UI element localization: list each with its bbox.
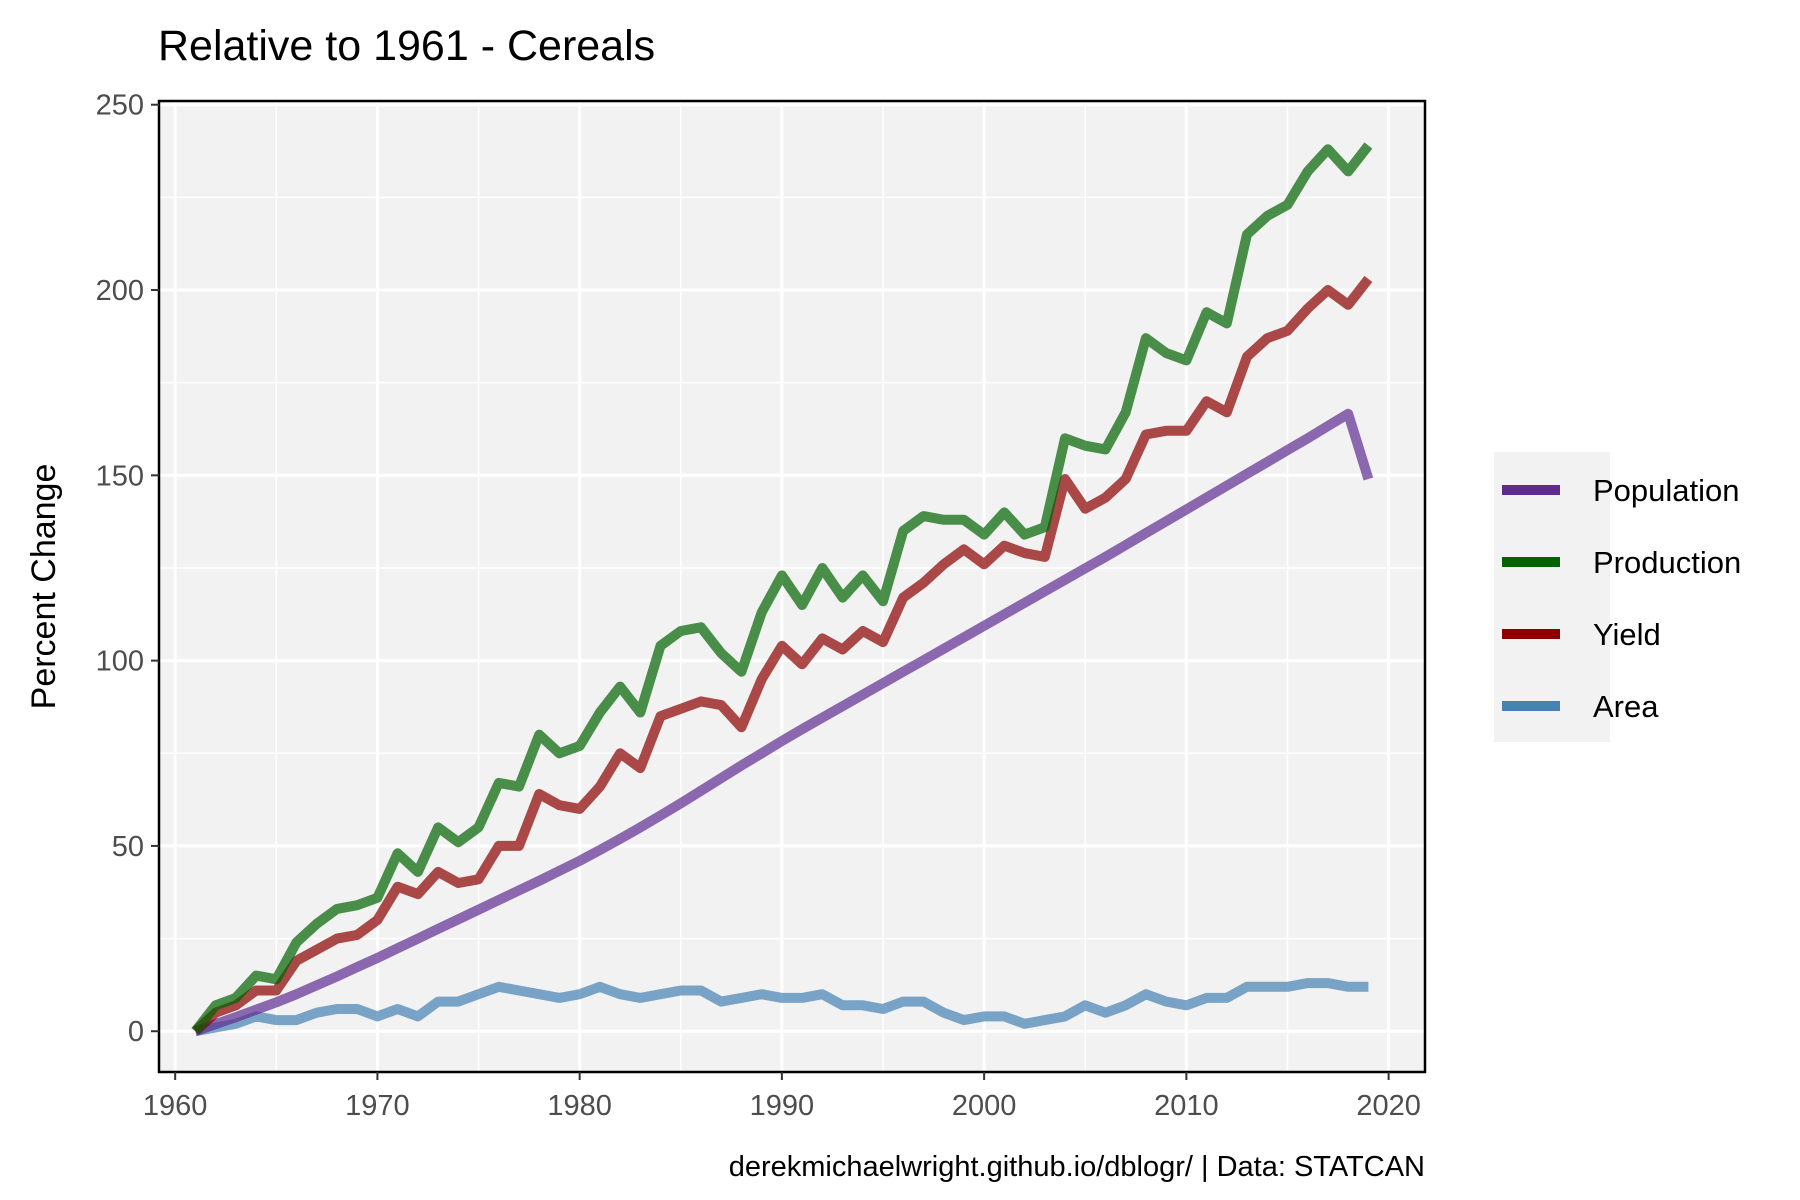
chart-caption: derekmichaelwright.github.io/dblogr/ | D… — [729, 1151, 1425, 1183]
legend-label-area: Area — [1593, 689, 1659, 724]
y-tick-label: 100 — [96, 646, 144, 678]
legend-label-population: Population — [1593, 473, 1740, 508]
legend-label-yield: Yield — [1593, 617, 1661, 652]
legend: Population Production Yield Area — [1494, 452, 1741, 742]
grid — [159, 101, 1425, 1072]
series-line-production — [191, 142, 1373, 1035]
x-tick-label: 1990 — [750, 1090, 815, 1122]
series-line-area — [194, 978, 1369, 1037]
y-tick-label: 0 — [128, 1016, 144, 1048]
y-tick-label: 200 — [96, 275, 144, 307]
y-tick-label: 150 — [96, 460, 144, 492]
y-axis-title: Percent Change — [25, 464, 63, 710]
x-tick-label: 2010 — [1154, 1090, 1219, 1122]
series-group — [191, 142, 1374, 1037]
x-tick-label: 1970 — [345, 1090, 410, 1122]
y-tick-label: 50 — [112, 831, 144, 863]
legend-label-production: Production — [1593, 545, 1741, 580]
x-tick-label: 1960 — [143, 1090, 208, 1122]
series-line-yield — [192, 275, 1373, 1035]
axes: 1960 1970 1980 1990 2000 2010 2020 0 50 100 150 200… — [96, 90, 1427, 1122]
legend-key-background — [1494, 452, 1610, 742]
x-tick-label: 2020 — [1356, 1090, 1421, 1122]
x-tick-label: 2000 — [952, 1090, 1017, 1122]
x-tick-label: 1980 — [547, 1090, 612, 1122]
chart-title: Relative to 1961 - Cereals — [158, 22, 655, 70]
series-line-population — [193, 408, 1374, 1036]
y-tick-label: 250 — [96, 90, 144, 122]
plot-border — [157, 99, 1427, 1074]
